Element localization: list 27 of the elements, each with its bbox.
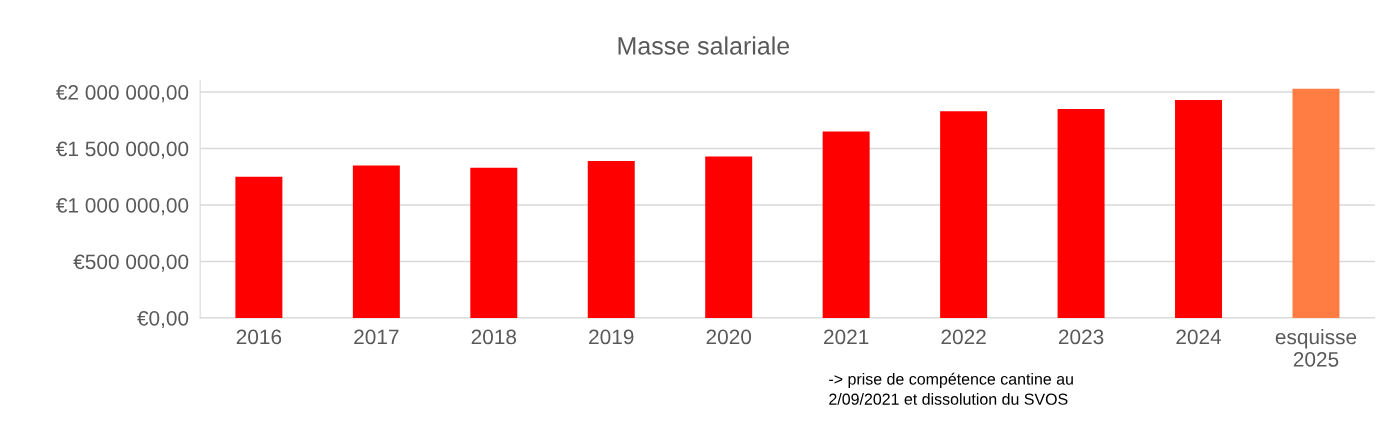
x-tick-label: 2018 (471, 329, 517, 345)
bar (705, 156, 753, 318)
bar (235, 176, 283, 318)
y-tick-label: €1 000 000,00 (56, 197, 189, 216)
x-tick-label: esquisse 2025 (1275, 329, 1357, 367)
x-tick-label: 2016 (236, 329, 282, 345)
y-tick-label: €2 000 000,00 (56, 85, 189, 103)
x-tick-label: 2020 (706, 329, 752, 345)
y-tick-label: €1 500 000,00 (56, 141, 189, 159)
bar (470, 167, 518, 318)
bar (1057, 108, 1105, 318)
bar (822, 131, 870, 318)
bar (352, 165, 400, 318)
y-tick-label: €500 000,00 (73, 254, 189, 272)
x-tick-label: 2024 (1176, 329, 1222, 345)
bar (1175, 99, 1223, 318)
x-tick-label: 2017 (354, 329, 399, 345)
bar (940, 111, 988, 318)
bar (1292, 88, 1340, 318)
x-tick-label: 2023 (1058, 329, 1104, 345)
text: -> prise de compétence cantine au 2/09/2021 et dissolution du SVOS (829, 372, 1073, 405)
chart-title: Masse salariale (618, 36, 790, 55)
x-tick-label: 2021 (824, 329, 869, 345)
x-tick-label: 2019 (589, 329, 634, 345)
y-tick-label: €0,00 (137, 310, 189, 329)
bar (587, 160, 635, 318)
x-tick-label: 2022 (941, 329, 986, 345)
